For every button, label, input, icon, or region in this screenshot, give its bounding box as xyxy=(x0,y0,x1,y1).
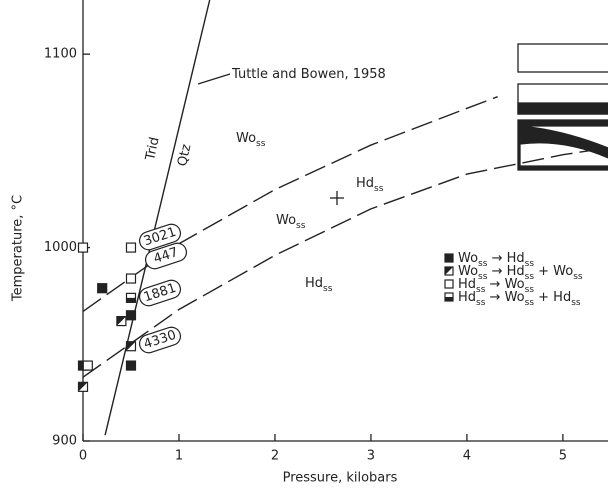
marker-box xyxy=(83,361,92,370)
data-point xyxy=(126,274,135,283)
annotation: Trid xyxy=(142,136,162,163)
data-point xyxy=(126,293,135,302)
marker-box xyxy=(98,284,107,293)
run-number: 1881 xyxy=(137,278,183,308)
marker-box xyxy=(79,243,88,252)
y-axis-label: Temperature, °C xyxy=(11,195,26,302)
data-point xyxy=(79,382,88,391)
legend-marker xyxy=(445,293,453,301)
marker-fill xyxy=(126,298,135,303)
marker-box xyxy=(126,274,135,283)
x-tick-label: 4 xyxy=(463,449,471,464)
marker-box xyxy=(445,280,453,288)
annotation: Hdss xyxy=(305,276,333,294)
reference-line xyxy=(105,0,210,435)
x-tick-label: 1 xyxy=(175,449,183,464)
annotation: Qtz xyxy=(175,143,194,168)
experiment-boxes xyxy=(518,44,608,170)
x-tick-label: 5 xyxy=(559,449,567,464)
run-number: 4330 xyxy=(137,325,183,355)
data-point xyxy=(83,361,92,370)
data-point xyxy=(98,284,107,293)
marker-box xyxy=(126,361,135,370)
legend-marker xyxy=(445,280,453,288)
legend-marker xyxy=(445,254,453,262)
y-tick-label: 1000 xyxy=(44,240,77,255)
annotation: Hdss xyxy=(356,176,384,194)
boundary-curve xyxy=(83,97,498,312)
chart: Pressure, kilobars Temperature, °C 0 1 2 3 4… xyxy=(0,0,608,494)
x-tick-label: 0 xyxy=(79,449,87,464)
annotation: Tuttle and Bowen, 1958 xyxy=(231,67,386,82)
x-axis-label: Pressure, kilobars xyxy=(283,471,398,486)
data-point xyxy=(117,317,126,326)
x-tick-label: 3 xyxy=(367,449,375,464)
annotation: Woss xyxy=(236,131,266,149)
data-point xyxy=(126,342,135,351)
marker-box xyxy=(445,254,453,262)
plus-sign xyxy=(330,191,344,205)
legend-marker xyxy=(445,267,453,275)
data-point xyxy=(126,243,135,252)
marker-fill xyxy=(445,297,453,301)
data-point xyxy=(126,361,135,370)
pointer xyxy=(198,74,230,84)
y-tick-label: 1100 xyxy=(44,47,77,62)
x-tick-label: 2 xyxy=(271,449,279,464)
y-tick-label: 900 xyxy=(52,434,77,449)
marker-box xyxy=(126,311,135,320)
data-point xyxy=(126,311,135,320)
marker-box xyxy=(126,243,135,252)
annotation: Woss xyxy=(276,213,306,231)
data-point xyxy=(79,243,88,252)
